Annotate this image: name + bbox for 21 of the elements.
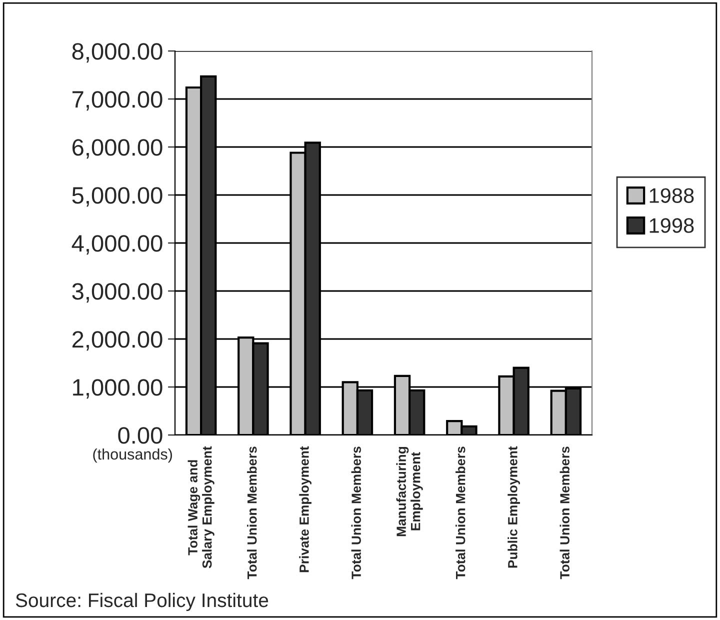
source-note: Source: Fiscal Policy Institute (16, 592, 268, 612)
y-axis-title: (thousands) (93, 448, 172, 463)
x-tick-label: Total Union Members (351, 446, 361, 580)
y-tick-label: 5,000.00 (72, 187, 162, 207)
x-tick-label: Total Union Members (560, 446, 570, 580)
y-tick-label: 2,000.00 (72, 331, 162, 351)
x-tick-label: Total Union Members (456, 446, 466, 580)
y-tick-label: 8,000.00 (72, 43, 162, 63)
x-tick-label: Public Employment (508, 446, 520, 568)
x-tick-label: Total Union Members (247, 446, 257, 580)
y-tick-label: 3,000.00 (72, 283, 162, 303)
y-tick-label: 4,000.00 (72, 235, 162, 255)
x-tick-label: Total Wage and Salary Employment (188, 446, 214, 568)
y-tick-label: 7,000.00 (72, 91, 162, 111)
y-tick-label: 6,000.00 (72, 139, 162, 159)
y-tick-label: 1,000.00 (73, 379, 162, 399)
x-tick-label: Private Employment (299, 446, 312, 572)
legend-label: 1988 (650, 188, 694, 203)
legend-label: 1998 (650, 218, 694, 233)
y-tick-label: 0.00 (118, 427, 162, 444)
x-tick-label: Manufacturing Employment (396, 446, 423, 536)
